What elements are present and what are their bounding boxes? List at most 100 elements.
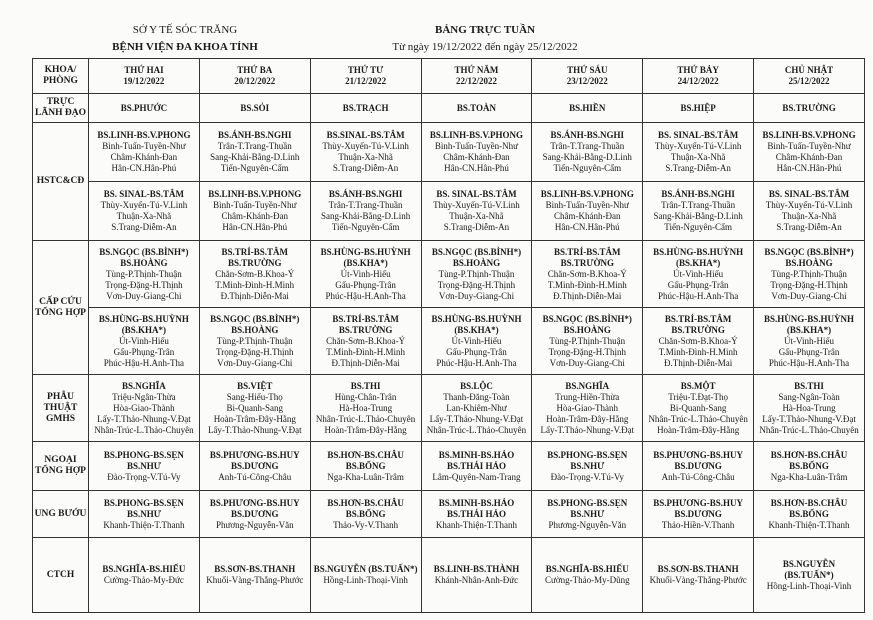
duty-cell: BS.HÙNG-BS.HUỲNH (BS.KHA*) Út-Vinh-Hiếu Gấu…	[753, 307, 865, 375]
duty-line: Thảo-Vy-V.Thanh	[333, 519, 399, 530]
duty-line: Út-Vinh-Hiếu	[118, 335, 169, 346]
duty-cell: BS.SỎI	[198, 93, 311, 123]
duty-line: Phương-Nguyễn-Văn	[215, 519, 294, 530]
duty-line: T.Minh-Đình-H.Minh	[215, 279, 295, 290]
duty-line: Phúc-Hậu-H.Anh-Tha	[436, 357, 517, 368]
dept-label-line: UNG BƯỚU	[34, 508, 87, 519]
dept-label-line: LÃNH ĐẠO	[35, 108, 86, 118]
duty-line: Út-Vinh-Hiếu	[784, 335, 834, 346]
duty-line: BS.NGHĨA-BS.HIẾU	[102, 564, 186, 574]
duty-line: BS.HIỀN	[569, 102, 606, 113]
duty-cell: BS.SINAL-BS.TÂM Thùy-Xuyến-Tú-V.Linh Thuận…	[309, 122, 422, 182]
duty-line: BS.PHƯƠNG-BS.HUY	[209, 449, 300, 460]
duty-line: BS.NGHĨA-BS.HIẾU	[545, 564, 629, 574]
duty-line: BS.DƯƠNG	[674, 508, 722, 519]
duty-line: BS.TRƯỜNG	[782, 102, 836, 113]
duty-cell: BS.TOÀN	[420, 93, 533, 123]
duty-line: BS.LINH-BS.V.PHONG	[540, 189, 634, 199]
duty-line: BS.HÙNG-BS.HUỲNH	[653, 246, 744, 257]
duty-line: BS.BỔNG	[345, 460, 386, 471]
duty-line: BS.TRÍ-BS.TÂM	[221, 246, 289, 257]
duty-line: Thuận-Xa-Nhã	[338, 152, 393, 162]
duty-line: BS.LỘC	[460, 380, 493, 391]
duty-cell: BS.LINH-BS.V.PHONG Bình-Tuấn-Tuyền-Như Châ…	[88, 122, 200, 182]
duty-line: Tùng-P.Thịnh-Thuận	[106, 268, 182, 279]
roster-row: HSTC&CĐ BS.LINH-BS.V.PHONG Bình-Tuấn-Tuyền…	[32, 122, 865, 241]
duty-line: Hùng-Chân-Trân	[334, 391, 397, 402]
duty-line: Trọng-Đặng-H.Thịnh	[437, 279, 516, 290]
roster-row: BS.HÙNG-BS.HUỲNH (BS.KHA*) Út-Vinh-Hiếu Gấu…	[33, 307, 865, 375]
duty-line: S.Trang-Diễm-An	[443, 222, 510, 232]
day-header: THỨ BẢY 24/12/2022	[642, 58, 755, 94]
duty-line: BS.MINH-BS.HẢO	[438, 449, 515, 460]
duty-cell: BS.SƠN-BS.THANH Khuổi-Vàng-Thắng-Phước	[642, 537, 755, 613]
duty-cell: BS.NGỌC (BS.BÌNH*) BS.HOÀNG Tùng-P.Thịnh-T…	[88, 240, 200, 308]
duty-line: Tùng-P.Thịnh-Thuận	[216, 335, 293, 346]
duty-line: (BS.KHA*)	[343, 257, 388, 268]
duty-line: BS.NGỌC (BS.BÌNH*)	[99, 246, 189, 257]
duty-cell: BS.THI Hùng-Chân-Trân Hà-Hoa-Trung Nhân-Trú…	[309, 374, 422, 442]
duty-line: (BS.KHA*)	[786, 324, 832, 335]
duty-line: BS.TRƯỜNG	[228, 257, 282, 268]
day-date: 25/12/2022	[788, 76, 830, 86]
duty-cell: BS.PHONG-BS.SẸN BS.NHƯ Đào-Trọng-V.Tú-Vy	[531, 441, 644, 491]
duty-line: T.Minh-Đình-H.Minh	[658, 346, 738, 357]
duty-line: Thùy-Xuyến-Tú-V.Linh	[100, 200, 188, 210]
duty-line: BS.PHONG-BS.SẸN	[103, 497, 184, 508]
duty-cell: BS.LỘC Thanh-Đăng-Toàn Lan-Khiêm-Như Lấy-T.…	[420, 374, 533, 442]
duty-cell: BS.NGỌC (BS.BÌNH*) BS.HOÀNG Tùng-P.Thịnh-T…	[753, 240, 865, 308]
duty-line: Nhân-Trúc-L.Thảo-Chuyên	[426, 424, 527, 435]
duty-line: BS.PHONG-BS.SẸN	[547, 497, 628, 508]
roster-row: BS. SINAL-BS.TÂM Thùy-Xuyến-Tú-V.Linh Thuậ…	[33, 181, 865, 241]
duty-line: BS.TRẠCH	[342, 102, 389, 113]
duty-cell: BS. SINAL-BS.TÂM Thùy-Xuyến-Tú-V.Linh Thuậ…	[753, 181, 865, 241]
duty-line: Đ.Thịnh-Diễn-Mai	[553, 290, 622, 301]
duty-cell: BS.ÁNH-BS.NGHI Trân-T.Trang-Thuần Sang-Khả…	[309, 181, 422, 241]
duty-line: Thùy-Xuyến-Tú-V.Linh	[322, 141, 409, 151]
duty-line: BS.NGHĨA	[565, 380, 610, 391]
duty-line: BS.ÁNH-BS.NGHI	[328, 189, 403, 199]
duty-cell: BS.ÁNH-BS.NGHI Trân-T.Trang-Thuần Sang-Khả…	[531, 122, 644, 182]
duty-cell: BS.HÙNG-BS.HUỲNH (BS.KHA*) Út-Vinh-Hiếu Gấu…	[420, 307, 533, 375]
duty-line: Hòa-Giao-Thành	[556, 402, 619, 413]
roster-row: UNG BƯỚU BS.PHONG-BS.SẸN BS.NHƯ Khanh-Thiện…	[32, 490, 865, 538]
duty-line: BS.HƠN-BS.CHÂU	[327, 449, 404, 460]
duty-line: Vơn-Duy-Giang-Chi	[438, 290, 515, 301]
duty-line: Tiến-Nguyên-Cẩm	[220, 163, 289, 173]
duty-line: Đ.Thịnh-Diễn-Mai	[331, 357, 400, 368]
duty-line: Triệu-T.Đạt-Thọ	[668, 391, 729, 402]
duty-line: (BS.KHA*)	[454, 324, 499, 335]
duty-line: Cường-Thảo-My-Dũng	[544, 575, 630, 585]
duty-cell: BS.PHƯỚC	[88, 93, 200, 123]
duty-line: BS.HOÀNG	[563, 324, 611, 335]
duty-line: Đ.Thịnh-Diễn-Mai	[664, 357, 733, 368]
duty-line: BS.MỘT	[680, 380, 716, 391]
duty-cell: BS.NGỌC (BS.BÌNH*) BS.HOÀNG Tùng-P.Thịnh-T…	[531, 307, 644, 375]
duty-cell: BS.PHƯƠNG-BS.HUY BS.DƯƠNG Anh-Tú-Công-Châu	[198, 441, 311, 491]
roster-body: TRỰC LÃNH ĐẠO BS.PHƯỚC BS.SỎI BS.TRẠCH BS.TOÀ…	[32, 93, 865, 613]
duty-line: BS.HIỆP	[680, 102, 716, 113]
duty-line: BS.HOÀNG	[452, 257, 501, 268]
day-name: THỨ HAI	[124, 65, 164, 75]
duty-line: Hồng-Linh-Thoại-Vinh	[766, 580, 852, 591]
dept-header: KHOA/PHÒNG	[32, 58, 89, 94]
dept-label-line: TRỰC	[46, 97, 75, 107]
duty-line: BS.THI	[350, 380, 381, 391]
duty-cell: BS.LINH-BS.V.PHONG Bình-Tuấn-Tuyền-Như Châ…	[753, 122, 865, 182]
duty-line: Hà-Hoa-Trung	[339, 402, 393, 413]
duty-line: BS. SINAL-BS.TÂM	[436, 189, 517, 199]
duty-cell: BS.NGUYỄN (BS.TUẤN*) Hồng-Linh-Thoại-Vinh	[309, 537, 422, 613]
duty-line: Thuận-Xa-Nhã	[449, 211, 504, 221]
dept-label: HSTC&CĐ	[32, 122, 89, 241]
duty-cell: BS. SINAL-BS.TÂM Thùy-Xuyến-Tú-V.Linh Thuậ…	[88, 181, 200, 241]
duty-line: BS.HOÀNG	[231, 324, 279, 335]
duty-line: Châm-Khánh-Đan	[443, 152, 510, 162]
duty-line: S.Trang-Diễm-An	[776, 222, 842, 232]
roster-row: CẤP CỨU TỔNG HỢP BS.NGỌC (BS.BÌNH*) BS.HOÀN…	[32, 240, 865, 375]
duty-line: BS.TRÍ-BS.TÂM	[554, 246, 621, 257]
duty-line: (BS.KHA*)	[676, 257, 721, 268]
duty-line: BS.BỔNG	[789, 460, 829, 471]
duty-cell: BS.HÙNG-BS.HUỲNH (BS.KHA*) Út-Vinh-Hiếu Gấu…	[642, 240, 755, 308]
duty-line: Châm-Khánh-Đan	[775, 152, 843, 162]
